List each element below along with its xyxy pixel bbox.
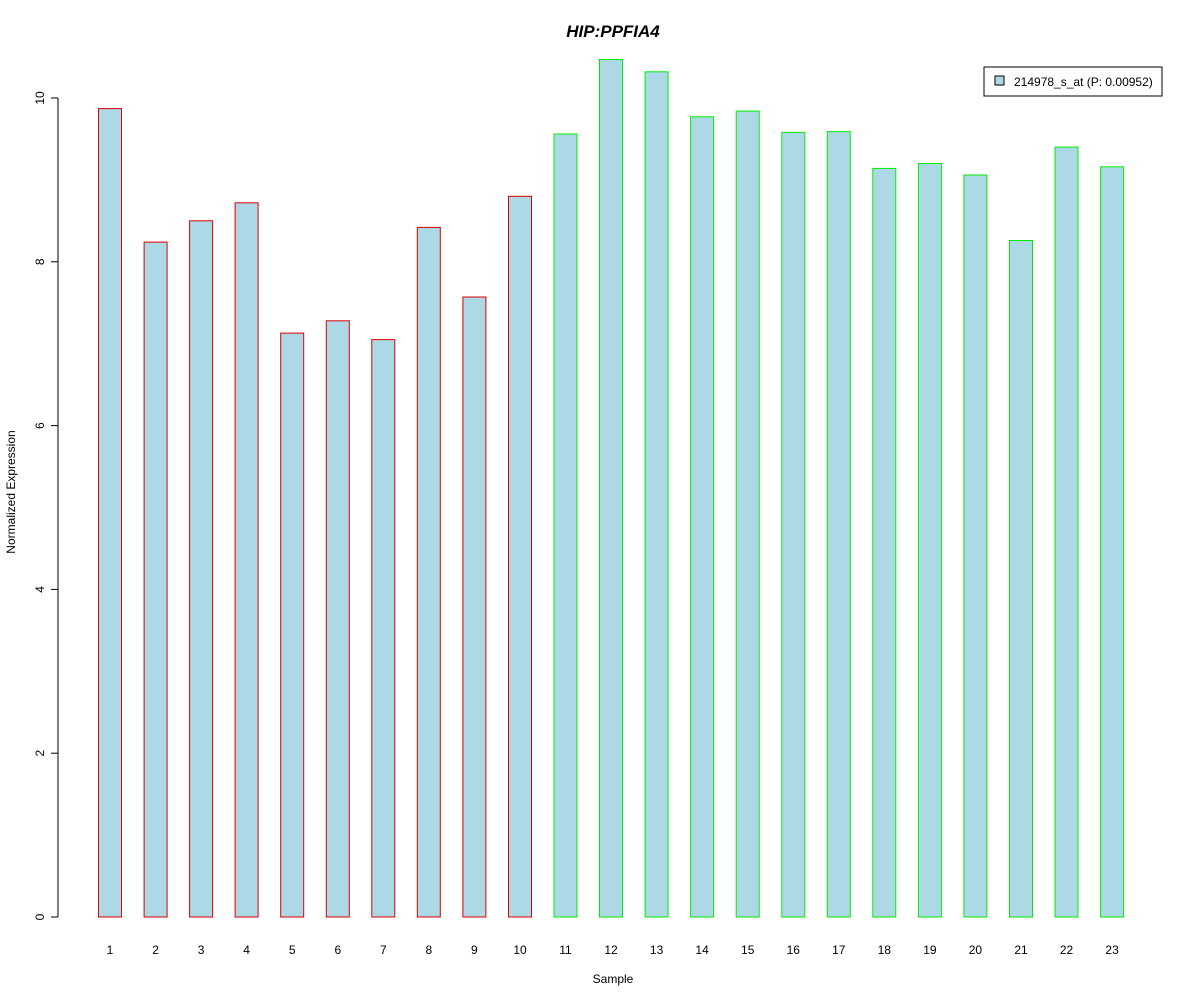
y-tick-label: 10 bbox=[33, 91, 47, 105]
bar-sample-22 bbox=[1054, 146, 1079, 918]
x-tick-label: 15 bbox=[741, 943, 755, 957]
x-tick-labels: 1 2 3 4 5 6 7 8 9 10 11 12 13 14 15 16 17 18 19 20 21 22 23 bbox=[107, 943, 1119, 957]
y-tick-label: 0 bbox=[33, 913, 47, 920]
x-tick-label: 16 bbox=[787, 943, 801, 957]
bar-sample-8 bbox=[416, 226, 441, 918]
x-axis-label: Sample bbox=[593, 972, 634, 986]
x-tick-label: 14 bbox=[695, 943, 709, 957]
y-axis-label: Normalized Expression bbox=[4, 430, 18, 553]
x-tick-label: 13 bbox=[650, 943, 664, 957]
bar-sample-1 bbox=[98, 108, 122, 918]
y-tick-label: 4 bbox=[33, 586, 47, 593]
x-tick-label: 22 bbox=[1060, 943, 1074, 957]
legend-entry: 214978_s_at (P: 0.00952) bbox=[1014, 75, 1153, 89]
bar-sample-10 bbox=[508, 195, 532, 918]
bar-sample-15 bbox=[735, 110, 760, 918]
bar-sample-21 bbox=[1009, 240, 1033, 918]
bar-sample-4 bbox=[234, 202, 259, 918]
bar-sample-20 bbox=[963, 174, 988, 918]
bar-sample-18 bbox=[872, 167, 897, 918]
bar-sample-17 bbox=[826, 131, 851, 918]
y-tick-label: 8 bbox=[33, 258, 47, 265]
x-tick-label: 7 bbox=[380, 943, 387, 957]
x-tick-label: 6 bbox=[334, 943, 341, 957]
x-tick-label: 21 bbox=[1014, 943, 1028, 957]
x-tick-label: 8 bbox=[425, 943, 432, 957]
bar-sample-19 bbox=[917, 163, 942, 918]
legend-swatch bbox=[994, 75, 1005, 86]
bar-sample-7 bbox=[371, 339, 396, 918]
bar-sample-13 bbox=[644, 71, 669, 918]
bar-sample-9 bbox=[462, 296, 487, 918]
x-tick-label: 19 bbox=[923, 943, 937, 957]
x-tick-label: 5 bbox=[289, 943, 296, 957]
x-tick-label: 23 bbox=[1105, 943, 1119, 957]
bar-sample-5 bbox=[280, 332, 305, 918]
x-tick-label: 2 bbox=[152, 943, 159, 957]
bar-sample-11 bbox=[553, 133, 578, 918]
legend-box bbox=[983, 66, 1163, 97]
chart-title: HIP:PPFIA4 bbox=[566, 22, 660, 41]
y-axis: 0 2 4 6 8 10 bbox=[33, 91, 59, 920]
bar-sample-14 bbox=[690, 116, 715, 918]
x-tick-label: 10 bbox=[513, 943, 527, 957]
bars bbox=[98, 59, 1125, 918]
x-tick-label: 1 bbox=[107, 943, 114, 957]
x-tick-label: 4 bbox=[243, 943, 250, 957]
legend: 214978_s_at (P: 0.00952) bbox=[983, 66, 1163, 97]
bar-sample-6 bbox=[325, 320, 350, 918]
bar-sample-3 bbox=[189, 220, 214, 918]
bar-sample-2 bbox=[143, 241, 168, 918]
x-tick-label: 20 bbox=[969, 943, 983, 957]
bar-sample-12 bbox=[599, 59, 623, 918]
y-tick-label: 2 bbox=[33, 750, 47, 757]
x-tick-label: 9 bbox=[471, 943, 478, 957]
x-tick-label: 11 bbox=[559, 943, 572, 957]
x-tick-label: 18 bbox=[878, 943, 892, 957]
x-tick-label: 12 bbox=[604, 943, 618, 957]
x-tick-label: 3 bbox=[198, 943, 205, 957]
x-tick-label: 17 bbox=[832, 943, 846, 957]
bar-sample-16 bbox=[781, 131, 806, 918]
bar-sample-23 bbox=[1100, 166, 1125, 918]
y-tick-label: 6 bbox=[33, 422, 47, 429]
